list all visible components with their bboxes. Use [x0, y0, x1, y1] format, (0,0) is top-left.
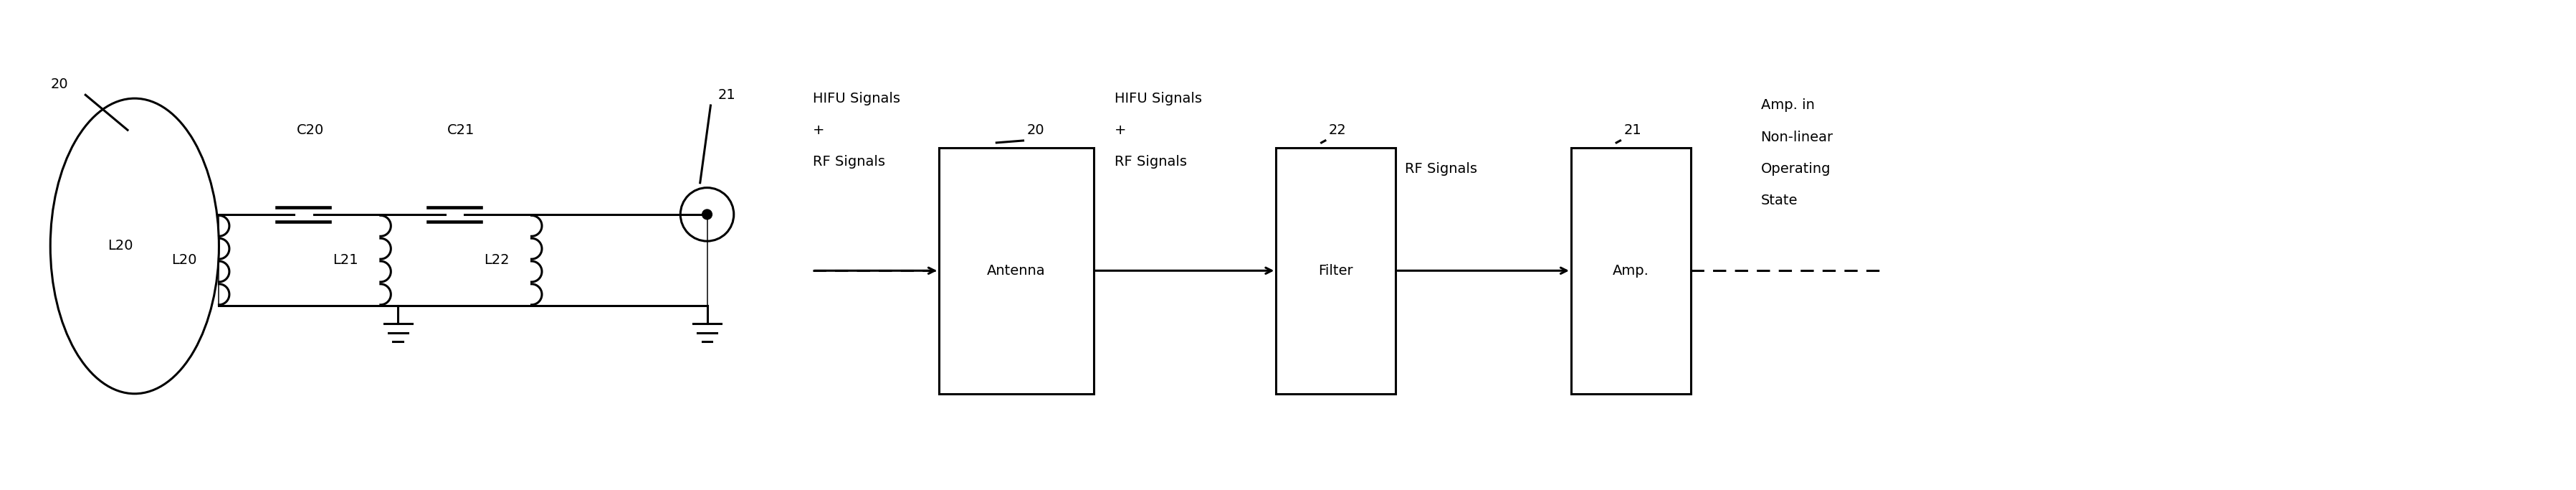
Text: HIFU Signals: HIFU Signals [1115, 92, 1203, 105]
Bar [1571, 147, 1690, 393]
Text: Amp. in: Amp. in [1762, 98, 1814, 112]
Circle shape [703, 210, 711, 220]
Text: +: + [1115, 123, 1126, 137]
Text: 20: 20 [1028, 123, 1043, 137]
Text: RF Signals: RF Signals [1115, 155, 1188, 169]
Text: Operating: Operating [1762, 162, 1832, 175]
Text: RF Signals: RF Signals [811, 155, 886, 169]
Text: L22: L22 [484, 253, 510, 267]
Text: 21: 21 [719, 88, 734, 102]
Text: Amp.: Amp. [1613, 264, 1649, 277]
Bar [1275, 147, 1396, 393]
Text: L21: L21 [332, 253, 358, 267]
Text: Antenna: Antenna [987, 264, 1046, 277]
Text: Non-linear: Non-linear [1762, 130, 1834, 144]
Text: C21: C21 [448, 123, 474, 137]
Bar [938, 147, 1092, 393]
Text: +: + [811, 123, 824, 137]
Text: L20: L20 [108, 239, 134, 253]
Text: 22: 22 [1329, 123, 1347, 137]
Text: HIFU Signals: HIFU Signals [811, 92, 899, 105]
Text: State: State [1762, 194, 1798, 207]
Text: L20: L20 [170, 253, 196, 267]
Text: C20: C20 [296, 123, 325, 137]
Text: 20: 20 [52, 77, 67, 91]
Text: 21: 21 [1623, 123, 1641, 137]
Text: Filter: Filter [1319, 264, 1352, 277]
Text: RF Signals: RF Signals [1404, 162, 1476, 175]
